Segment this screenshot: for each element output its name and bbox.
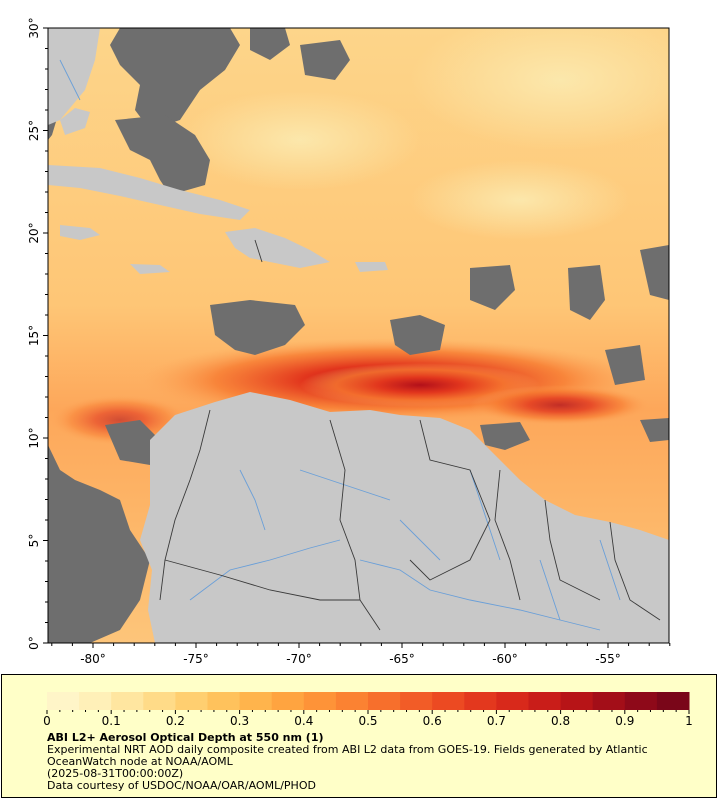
colorbar-swatch [432, 692, 465, 710]
colorbar-swatch [624, 692, 658, 710]
colorbar-swatch [79, 692, 112, 710]
product-timestamp: (2025-08-31T00:00:00Z) [47, 767, 184, 780]
colorbar-swatch [175, 692, 208, 710]
colorbar-swatch [400, 692, 433, 710]
lon-tick-label: -60° [492, 652, 518, 666]
data-credit: Data courtesy of USDOC/NOAA/OAR/AOML/PHO… [47, 779, 316, 792]
colorbar-tick-label: 0.3 [230, 714, 249, 728]
colorbar-tick-label: 0 [43, 714, 51, 728]
land-areas [48, 28, 669, 643]
florida-land [48, 28, 100, 125]
colorbar-tick-label: 0.7 [487, 714, 506, 728]
colorbar-swatch [239, 692, 273, 710]
low-aod-region [410, 28, 669, 150]
colorbar-tick-label: 0.2 [166, 714, 185, 728]
lon-tick-label: -65° [389, 652, 415, 666]
colorbar-swatch [111, 692, 144, 710]
island-land [130, 264, 170, 274]
colorbar-swatch [368, 692, 401, 710]
colorbar-swatch [303, 692, 337, 710]
puerto-rico-land [355, 262, 388, 272]
florida-keys [60, 108, 90, 135]
latitude-axis: 30° 25° 20° 15° 10° 5° 0° [27, 17, 48, 650]
colorbar-tick-label: 0.9 [615, 714, 634, 728]
aod-map: 30° 25° 20° 15° 10° 5° 0° -80° -75° -70° -65° -60°… [27, 17, 671, 666]
colorbar-swatch [143, 692, 176, 710]
colorbar-tick-label: 1 [685, 714, 693, 728]
colorbar-swatch [656, 692, 690, 710]
south-america-land [140, 392, 669, 643]
lat-tick-label: 5° [27, 534, 41, 548]
lat-tick-label: 25° [27, 120, 41, 141]
hispaniola-land [225, 228, 330, 268]
country-borders [159, 239, 661, 631]
colorbar-swatch [560, 692, 594, 710]
product-title: ABI L2+ Aerosol Optical Depth at 550 nm … [47, 731, 324, 744]
colorbar-tick-label: 0.4 [294, 714, 313, 728]
colorbar-tick-label: 0.5 [358, 714, 377, 728]
colorbar-tick-label: 0.8 [551, 714, 570, 728]
colorbar-tick-label: 0.1 [102, 714, 121, 728]
lon-tick-label: -80° [80, 652, 106, 666]
colorbar-swatch [47, 692, 80, 710]
colorbar-swatches [47, 692, 690, 710]
lat-tick-label: 30° [27, 17, 41, 38]
lat-tick-label: 20° [27, 222, 41, 243]
lon-tick-label: -70° [286, 652, 312, 666]
no-data-areas [48, 28, 669, 643]
lon-tick-label: -75° [183, 652, 209, 666]
aerosol-plume [470, 385, 650, 425]
lat-tick-label: 0° [27, 636, 41, 650]
colorbar-tick-label: 0.6 [423, 714, 442, 728]
colorbar-ticks: 0 0.1 0.2 0.3 0.4 0.5 0.6 0.7 0.8 0.9 1 [43, 710, 693, 728]
colorbar-swatch [335, 692, 369, 710]
colorbar-swatch [496, 692, 529, 710]
colorbar-swatch [464, 692, 497, 710]
lat-tick-label: 15° [27, 325, 41, 346]
cuba-land [48, 165, 250, 220]
colorbar-swatch [528, 692, 562, 710]
colorbar-swatch [271, 692, 305, 710]
low-aod-region [180, 90, 420, 190]
rivers [59, 59, 621, 631]
jamaica-land [60, 225, 100, 240]
product-description: Experimental NRT AOD daily composite cre… [47, 743, 648, 768]
lon-tick-label: -55° [595, 652, 621, 666]
map-canvas: 30° 25° 20° 15° 10° 5° 0° -80° -75° -70° -65° -60°… [27, 17, 671, 666]
colorbar-swatch [207, 692, 241, 710]
colorbar-swatch [592, 692, 626, 710]
aerosol-plume [50, 395, 190, 445]
low-aod-region [410, 160, 630, 240]
lat-tick-label: 10° [27, 427, 41, 448]
longitude-axis: -80° -75° -70° -65° -60° -55° [51, 643, 671, 666]
